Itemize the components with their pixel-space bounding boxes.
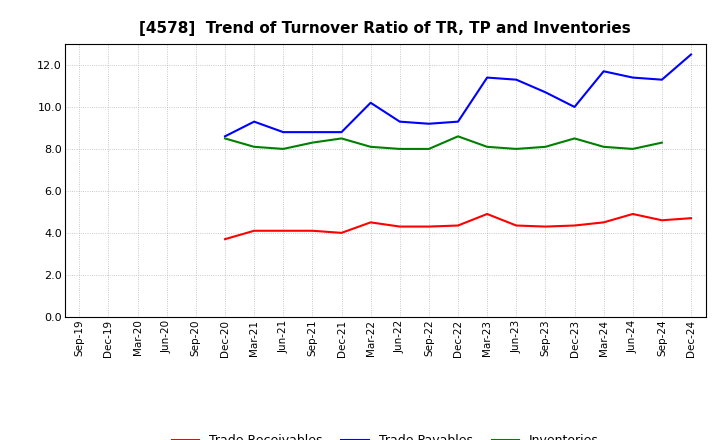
Trade Receivables	[250, 228, 258, 233]
Trade Receivables	[425, 224, 433, 229]
Inventories	[570, 136, 579, 141]
Line: Trade Payables: Trade Payables	[225, 55, 691, 136]
Inventories	[629, 146, 637, 151]
Inventories	[454, 134, 462, 139]
Trade Receivables	[337, 230, 346, 235]
Inventories	[279, 146, 287, 151]
Inventories	[250, 144, 258, 150]
Trade Receivables	[541, 224, 550, 229]
Trade Payables	[337, 129, 346, 135]
Inventories	[657, 140, 666, 145]
Inventories	[308, 140, 317, 145]
Trade Payables	[279, 129, 287, 135]
Trade Receivables	[308, 228, 317, 233]
Trade Payables	[425, 121, 433, 126]
Trade Payables	[250, 119, 258, 124]
Trade Payables	[454, 119, 462, 124]
Inventories	[425, 146, 433, 151]
Trade Receivables	[366, 220, 375, 225]
Trade Payables	[629, 75, 637, 80]
Inventories	[220, 136, 229, 141]
Title: [4578]  Trend of Turnover Ratio of TR, TP and Inventories: [4578] Trend of Turnover Ratio of TR, TP…	[140, 21, 631, 36]
Inventories	[337, 136, 346, 141]
Trade Receivables	[512, 223, 521, 228]
Trade Receivables	[454, 223, 462, 228]
Line: Trade Receivables: Trade Receivables	[225, 214, 691, 239]
Trade Receivables	[570, 223, 579, 228]
Legend: Trade Receivables, Trade Payables, Inventories: Trade Receivables, Trade Payables, Inven…	[166, 429, 604, 440]
Trade Receivables	[657, 218, 666, 223]
Trade Payables	[687, 52, 696, 57]
Trade Payables	[308, 129, 317, 135]
Trade Payables	[570, 104, 579, 110]
Trade Payables	[599, 69, 608, 74]
Inventories	[599, 144, 608, 150]
Trade Payables	[220, 134, 229, 139]
Inventories	[395, 146, 404, 151]
Trade Receivables	[687, 216, 696, 221]
Trade Receivables	[629, 211, 637, 216]
Trade Receivables	[599, 220, 608, 225]
Inventories	[366, 144, 375, 150]
Trade Payables	[366, 100, 375, 106]
Line: Inventories: Inventories	[225, 136, 662, 149]
Trade Receivables	[483, 211, 492, 216]
Trade Receivables	[395, 224, 404, 229]
Inventories	[512, 146, 521, 151]
Inventories	[541, 144, 550, 150]
Trade Receivables	[279, 228, 287, 233]
Trade Payables	[657, 77, 666, 82]
Trade Payables	[483, 75, 492, 80]
Inventories	[483, 144, 492, 150]
Trade Payables	[512, 77, 521, 82]
Trade Payables	[541, 90, 550, 95]
Trade Payables	[395, 119, 404, 124]
Trade Receivables	[220, 237, 229, 242]
